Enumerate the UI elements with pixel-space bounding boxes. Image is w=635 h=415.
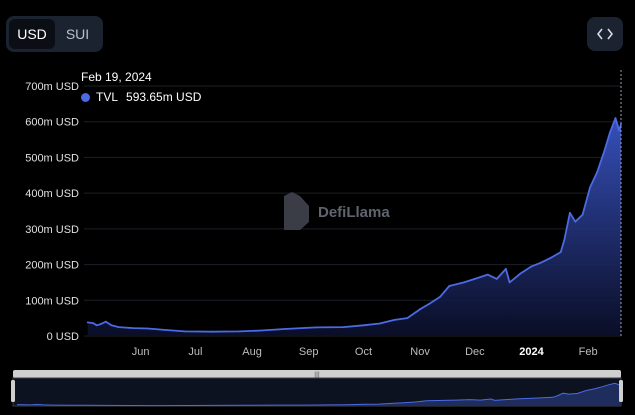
llama-logo-icon xyxy=(284,192,309,230)
y-tick-label: 0 USD xyxy=(47,331,79,343)
tvl-data-point xyxy=(110,324,113,327)
tvl-data-point xyxy=(474,278,476,280)
tvl-data-point xyxy=(589,186,591,189)
tooltip-value: 593.65m USD xyxy=(126,90,202,104)
currency-toggle: USD SUI xyxy=(6,16,103,52)
y-tick-label: 700m USD xyxy=(25,81,79,93)
series-color-dot xyxy=(81,92,90,102)
sui-toggle-button[interactable]: SUI xyxy=(65,26,90,42)
tvl-data-point xyxy=(285,328,288,330)
x-axis: Jun Jul Aug Sep Oct Nov Dec 2024 Feb xyxy=(132,346,598,358)
code-brackets-icon xyxy=(597,28,613,40)
defillama-watermark: DefiLlama xyxy=(284,192,390,230)
tvl-data-point xyxy=(596,170,599,173)
tvl-data-point xyxy=(428,303,431,305)
tvl-data-point xyxy=(315,326,317,329)
tvl-data-point xyxy=(238,330,241,333)
brush-right-handle[interactable] xyxy=(619,380,623,402)
brush-mini-area xyxy=(17,383,622,406)
x-tick-label: Feb xyxy=(579,346,598,358)
tvl-data-point xyxy=(559,251,562,254)
x-tick-label: Jun xyxy=(132,346,150,358)
brush-mini-line xyxy=(17,382,622,407)
tvl-data-point xyxy=(603,149,606,152)
tvl-data-point xyxy=(463,281,465,284)
tvl-data-point xyxy=(117,326,120,328)
tvl-data-point xyxy=(495,278,498,280)
tvl-data-point xyxy=(132,327,135,329)
tvl-data-point xyxy=(505,268,507,270)
watermark-text: DefiLlama xyxy=(318,204,390,221)
tvl-data-point xyxy=(508,281,511,284)
tvl-data-point xyxy=(519,272,522,275)
tvl-data-point xyxy=(419,308,421,311)
range-selector[interactable]: ||| xyxy=(11,370,623,407)
y-tick-label: 400m USD xyxy=(25,188,79,200)
tvl-data-point xyxy=(574,220,577,223)
tvl-data-point xyxy=(393,319,396,321)
tvl-data-point xyxy=(550,256,553,259)
tvl-data-point xyxy=(105,320,107,323)
tvl-data-point xyxy=(618,129,621,132)
x-tick-label: Dec xyxy=(465,346,485,358)
x-tick-label: 2024 xyxy=(519,346,544,358)
x-tick-label: Oct xyxy=(355,346,372,358)
tvl-data-point xyxy=(614,117,617,119)
tvl-data-point xyxy=(258,329,261,332)
tvl-data-point xyxy=(163,329,166,331)
y-tick-label: 100m USD xyxy=(25,295,79,307)
tooltip-row: TVL 593.65m USD xyxy=(81,90,201,104)
tvl-data-point xyxy=(406,317,409,319)
tvl-data-point xyxy=(362,324,365,327)
tvl-data-point xyxy=(448,285,451,287)
tvl-data-point xyxy=(569,211,571,214)
tvl-data-point xyxy=(86,321,89,324)
tvl-data-point xyxy=(95,324,98,327)
tvl-data-point xyxy=(379,322,381,325)
tvl-data-point xyxy=(92,322,94,324)
usd-toggle-button[interactable]: USD xyxy=(9,19,55,49)
tvl-data-point xyxy=(581,213,584,216)
x-tick-label: Nov xyxy=(410,346,430,358)
tvl-data-point xyxy=(609,131,611,134)
tooltip-series-name: TVL xyxy=(96,90,119,104)
y-tick-label: 600m USD xyxy=(25,117,79,129)
x-tick-label: Aug xyxy=(242,346,262,358)
brush-left-handle[interactable] xyxy=(11,380,15,402)
tvl-data-point xyxy=(342,326,345,328)
brush-handle-bar[interactable] xyxy=(13,370,621,378)
y-tick-label: 300m USD xyxy=(25,224,79,236)
embed-button[interactable] xyxy=(587,17,623,51)
y-tick-label: 500m USD xyxy=(25,152,79,164)
tvl-data-point xyxy=(539,261,542,264)
tvl-data-point xyxy=(99,323,102,326)
tvl-data-point xyxy=(183,330,186,333)
tvl-data-point xyxy=(147,327,149,330)
y-axis: 0 USD 100m USD 200m USD 300m USD 400m USD 500… xyxy=(25,81,79,343)
y-tick-label: 200m USD xyxy=(25,260,79,272)
tvl-data-point xyxy=(439,295,442,298)
x-tick-label: Jul xyxy=(188,346,202,358)
tvl-data-point xyxy=(530,265,533,268)
x-tick-label: Sep xyxy=(299,346,319,358)
brush-grip-icon[interactable]: ||| xyxy=(314,372,320,379)
tvl-data-point xyxy=(486,273,489,276)
tvl-data-point xyxy=(211,330,213,333)
tooltip-date: Feb 19, 2024 xyxy=(81,70,152,84)
tvl-area-fill xyxy=(87,118,621,336)
series-area xyxy=(86,117,622,336)
tvl-data-point xyxy=(563,238,566,241)
